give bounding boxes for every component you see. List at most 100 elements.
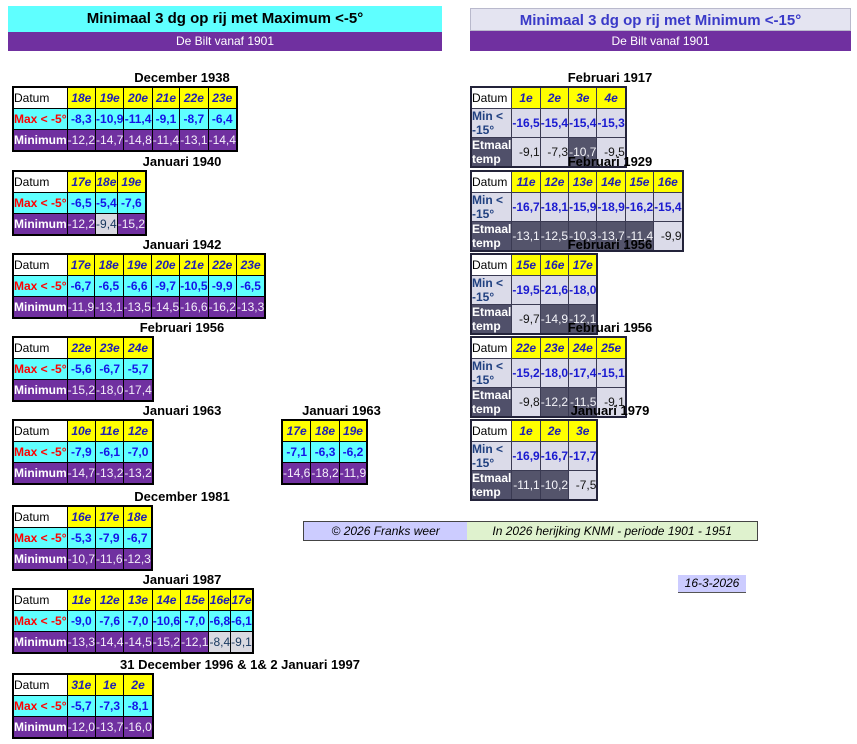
- date-cell: 17e: [230, 588, 254, 611]
- date-cell: 11e: [511, 170, 541, 193]
- min-temp-cell: -18,0: [95, 379, 125, 402]
- table-title: Februari 1956: [567, 320, 653, 335]
- table-title: Januari 1942: [142, 237, 222, 252]
- left-header-title: Minimaal 3 dg op rij met Maximum <-5°: [8, 6, 442, 32]
- date-cell: 12e: [95, 588, 125, 611]
- etmaal-temp-cell: -9,9: [653, 221, 684, 252]
- date-cell: 15e: [180, 588, 210, 611]
- max-temp-cell: -6,1: [95, 441, 125, 463]
- date-cell: 19e: [338, 419, 368, 442]
- max-temp-cell: -6,6: [122, 275, 152, 297]
- row-label-datum: Datum: [470, 419, 513, 442]
- date-cell: 11e: [66, 588, 97, 611]
- date-cell: 1e: [511, 86, 541, 109]
- weather-table: Datum 22e 23e 24e Max < -5° -5,6 -6,7 -5,7 Minim…: [12, 336, 154, 402]
- weather-table: Datum 17e 18e 19e Max < -5° -6,5 -5,4 -7,6 Minim…: [12, 170, 148, 236]
- min-temp-cell: -14,5: [150, 296, 181, 319]
- min-temp-cell: -11,9: [338, 462, 368, 485]
- min-temp-cell: -14,6: [281, 462, 312, 485]
- min-temp-cell: -8,4: [208, 631, 232, 654]
- weather-table: Datum 22e 23e 24e 25e Min < -15° -15,2 -18,0 -17…: [470, 336, 627, 418]
- date-cell: 12e: [123, 419, 154, 442]
- row-label-min: Min < -15°: [470, 275, 513, 305]
- row-label-min: Min < -15°: [470, 441, 513, 471]
- row-label-max: Max < -5°: [12, 610, 68, 632]
- min-temp-cell: -15,3: [596, 108, 627, 138]
- row-label-max: Max < -5°: [12, 275, 68, 297]
- min-temp-cell: -9,4: [95, 213, 118, 236]
- row-label-datum: Datum: [470, 336, 513, 359]
- knmi-note-label: In 2026 herijking KNMI - periode 1901 - …: [467, 522, 757, 540]
- row-label-minimum: Minimum: [12, 548, 68, 571]
- min-temp-cell: -14,8: [123, 129, 153, 152]
- row-label-minimum: Minimum: [12, 129, 68, 152]
- table-title: Januari 1963: [302, 403, 381, 418]
- etmaal-temp-cell: -12,5: [539, 221, 570, 252]
- weather-table: Datum 18e 19e 20e 21e 22e 23e Max < -5° -8,3 -10,…: [12, 86, 238, 152]
- weather-table: Datum 17e 18e 19e 20e 21e 22e 23e Max < -5° -6,7-…: [12, 253, 267, 319]
- row-label-datum: Datum: [12, 253, 68, 276]
- min-temp-cell: -17,4: [123, 379, 154, 402]
- etmaal-temp-cell: -9,1: [596, 387, 627, 418]
- max-temp-cell: -8,7: [179, 108, 209, 130]
- max-temp-cell: -6,4: [207, 108, 238, 130]
- date-cell: 18e: [95, 170, 118, 193]
- etmaal-temp-cell: -11,5: [568, 387, 598, 418]
- table-title: 31 December 1996 & 1& 2 Januari 1997: [120, 657, 360, 672]
- date-cell: 16e: [66, 505, 97, 528]
- etmaal-temp-cell: -14,9: [539, 304, 570, 335]
- date-cell: 16e: [653, 170, 684, 193]
- date-cell: 10e: [66, 419, 97, 442]
- min-temp-cell: -14,5: [123, 631, 153, 654]
- right-header-subtitle: De Bilt vanaf 1901: [470, 31, 851, 51]
- min-temp-cell: -14,7: [66, 462, 97, 485]
- table-title: Januari 1940: [142, 154, 222, 169]
- weather-table: Datum 10e 11e 12e Max < -5° -7,9 -6,1 -7,0 Minim…: [12, 419, 154, 485]
- row-label-minimum: Minimum: [12, 379, 68, 402]
- date-cell: 22e: [511, 336, 541, 359]
- max-temp-cell: -5,6: [66, 358, 97, 380]
- row-label-datum: Datum: [12, 336, 68, 359]
- min-temp-cell: -15,2: [116, 213, 147, 236]
- date-cell: 2e: [539, 419, 570, 442]
- max-temp-cell: -8,3: [66, 108, 97, 130]
- date-cell: 19e: [95, 86, 125, 109]
- row-label-max: Max < -5°: [12, 108, 68, 130]
- row-label-etmaal: Etmaal temp: [470, 387, 513, 418]
- table-title: Januari 1963: [142, 403, 222, 418]
- row-label-minimum: Minimum: [12, 213, 68, 236]
- footer-bar: © 2026 Franks weer In 2026 herijking KNM…: [303, 521, 758, 541]
- min-temp-cell: -16,2: [624, 192, 655, 222]
- max-temp-cell: -7,6: [116, 192, 147, 214]
- etmaal-temp-cell: -13,7: [596, 221, 626, 252]
- max-temp-cell: -10,9: [95, 108, 125, 130]
- etmaal-temp-cell: -10,3: [568, 221, 598, 252]
- max-temp-cell: -6,7: [122, 527, 153, 549]
- max-temp-cell: -9,0: [66, 610, 97, 632]
- min-temp-cell: -15,2: [66, 379, 97, 402]
- date-cell: 12e: [539, 170, 570, 193]
- left-header-subtitle: De Bilt vanaf 1901: [8, 32, 442, 51]
- right-header-title: Minimaal 3 dg op rij met Minimum <-15°: [470, 8, 851, 31]
- row-label-datum: Datum: [12, 588, 68, 611]
- table-title: Februari 1929: [567, 154, 653, 169]
- date-cell: 18e: [66, 86, 97, 109]
- date-cell: 1e: [95, 673, 125, 696]
- max-temp-cell: -7,0: [180, 610, 210, 632]
- min-temp-cell: -16,0: [123, 716, 154, 739]
- row-label-datum: Datum: [12, 673, 68, 696]
- etmaal-temp-cell: -9,7: [511, 304, 541, 335]
- min-temp-cell: -15,2: [151, 631, 182, 654]
- date-cell: 23e: [207, 86, 238, 109]
- date-cell: 18e: [94, 253, 124, 276]
- row-label-max: Max < -5°: [12, 192, 68, 214]
- weather-table: Datum 1e 2e 3e Min < -15° -16,9 -16,7 -17,7 Etma…: [470, 419, 599, 501]
- min-temp-cell: -16,9: [511, 441, 541, 471]
- date-cell: 22e: [66, 336, 97, 359]
- min-temp-cell: -12,2: [66, 129, 97, 152]
- etmaal-temp-cell: -13,1: [511, 221, 541, 252]
- max-temp-cell: -7,0: [123, 610, 153, 632]
- weather-table: Datum 31e 1e 2e Max < -5° -5,7 -7,3 -8,1 Minimum…: [12, 673, 154, 739]
- max-temp-cell: -11,4: [123, 108, 153, 130]
- date-cell: 18e: [310, 419, 340, 442]
